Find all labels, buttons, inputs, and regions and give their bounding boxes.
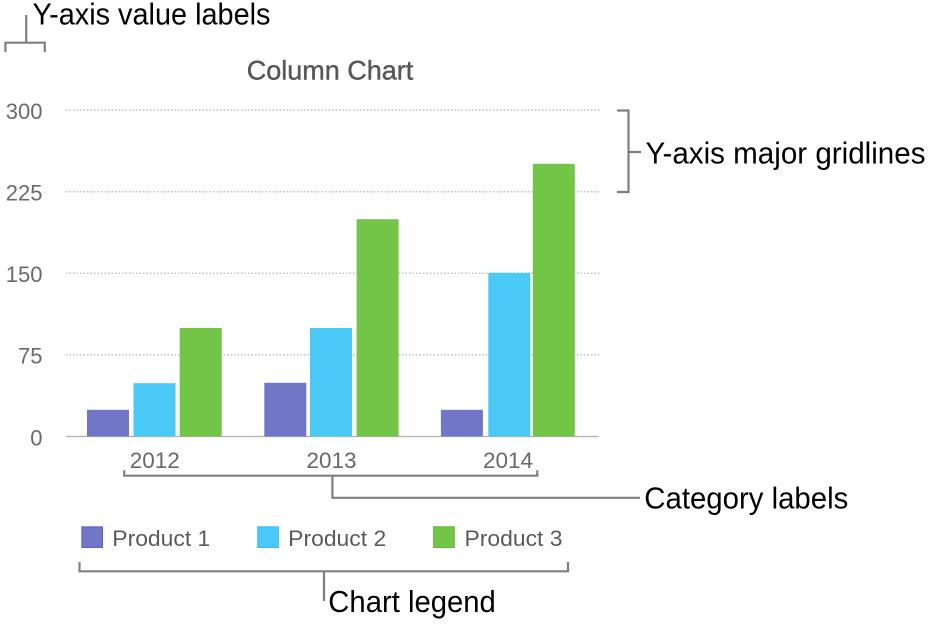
svg-text:Product 2: Product 2 xyxy=(288,526,386,551)
svg-text:75: 75 xyxy=(18,344,42,369)
svg-text:Product 3: Product 3 xyxy=(465,526,563,551)
svg-text:2014: 2014 xyxy=(483,448,533,473)
svg-text:2012: 2012 xyxy=(130,448,180,473)
svg-text:Category labels: Category labels xyxy=(644,481,848,516)
svg-text:Column Chart: Column Chart xyxy=(247,56,414,86)
svg-text:Chart legend: Chart legend xyxy=(328,584,496,619)
svg-text:Y-axis value labels: Y-axis value labels xyxy=(33,0,271,32)
svg-text:2013: 2013 xyxy=(306,448,356,473)
svg-text:150: 150 xyxy=(6,262,43,287)
svg-text:225: 225 xyxy=(6,181,43,206)
svg-text:0: 0 xyxy=(30,425,42,450)
svg-text:Y-axis major gridlines: Y-axis major gridlines xyxy=(646,136,926,171)
svg-text:300: 300 xyxy=(6,99,43,124)
svg-text:Product 1: Product 1 xyxy=(112,526,210,551)
